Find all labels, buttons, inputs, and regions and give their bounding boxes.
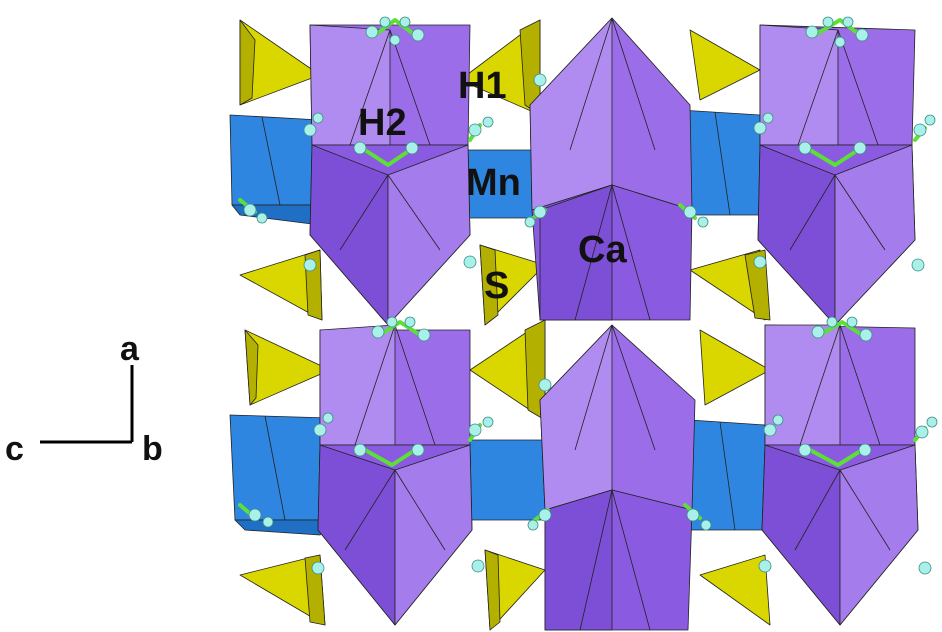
polyhedral-structure xyxy=(229,16,938,631)
label-h2: H2 xyxy=(358,102,407,144)
axis-indicator: a b c xyxy=(5,330,163,468)
axis-c-label: c xyxy=(5,430,24,468)
element-labels: H1 H2 Mn Ca S xyxy=(358,65,627,307)
s-tetrahedra xyxy=(239,19,771,631)
axis-b-label: b xyxy=(142,430,163,468)
label-s: S xyxy=(484,265,509,307)
ca-polyhedra xyxy=(309,17,919,631)
hydrogen-atoms xyxy=(243,16,938,575)
label-h1: H1 xyxy=(458,65,507,107)
axis-a-label: a xyxy=(120,330,140,368)
label-mn: Mn xyxy=(466,162,521,204)
label-ca: Ca xyxy=(578,229,627,271)
mn-polyhedra xyxy=(229,109,771,536)
